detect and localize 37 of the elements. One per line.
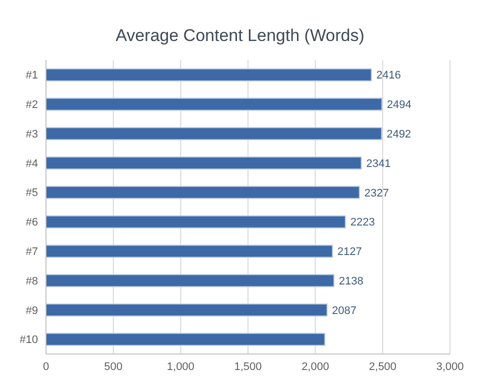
- y-tick-label: #9: [26, 304, 38, 317]
- bar: [46, 332, 326, 346]
- bar: [46, 304, 328, 317]
- bar: [46, 186, 360, 199]
- x-tick-label: 1,500: [234, 360, 262, 373]
- y-tick-label: #10: [20, 334, 38, 346]
- bar: [46, 127, 382, 140]
- chart-title: Average Content Length (Words): [114, 25, 366, 47]
- y-tick-label: #8: [26, 275, 38, 288]
- x-tick-label: 1,000: [166, 360, 194, 373]
- data-label: 2127: [337, 246, 362, 258]
- bar: [46, 156, 362, 170]
- bar: [46, 274, 334, 288]
- data-label: 2341: [366, 158, 391, 170]
- data-label: 2494: [386, 99, 412, 112]
- y-tick-label: #7: [26, 246, 38, 258]
- y-tick-label: #2: [26, 99, 38, 112]
- y-tick-label: #4: [26, 158, 38, 170]
- bar: [46, 98, 382, 111]
- data-label: 2087: [332, 304, 357, 317]
- x-tick-label: 3,000: [436, 360, 464, 373]
- x-tick-label: 0: [42, 360, 50, 373]
- y-tick-label: #1: [26, 70, 38, 82]
- y-tick-label: #6: [26, 216, 38, 229]
- bar: [46, 68, 372, 82]
- data-label: 2327: [364, 187, 389, 200]
- y-tick-label: #3: [26, 128, 38, 140]
- bar: [46, 215, 346, 228]
- y-tick-label: #5: [26, 187, 38, 200]
- data-label: 2416: [376, 70, 401, 82]
- x-tick-label: 2,500: [368, 360, 396, 373]
- x-tick-label: 500: [104, 360, 123, 373]
- bar: [46, 244, 333, 258]
- data-label: 2138: [338, 276, 364, 288]
- x-tick-label: 2,000: [302, 360, 330, 373]
- data-label: 2223: [350, 216, 375, 229]
- data-label: 2492: [386, 128, 412, 141]
